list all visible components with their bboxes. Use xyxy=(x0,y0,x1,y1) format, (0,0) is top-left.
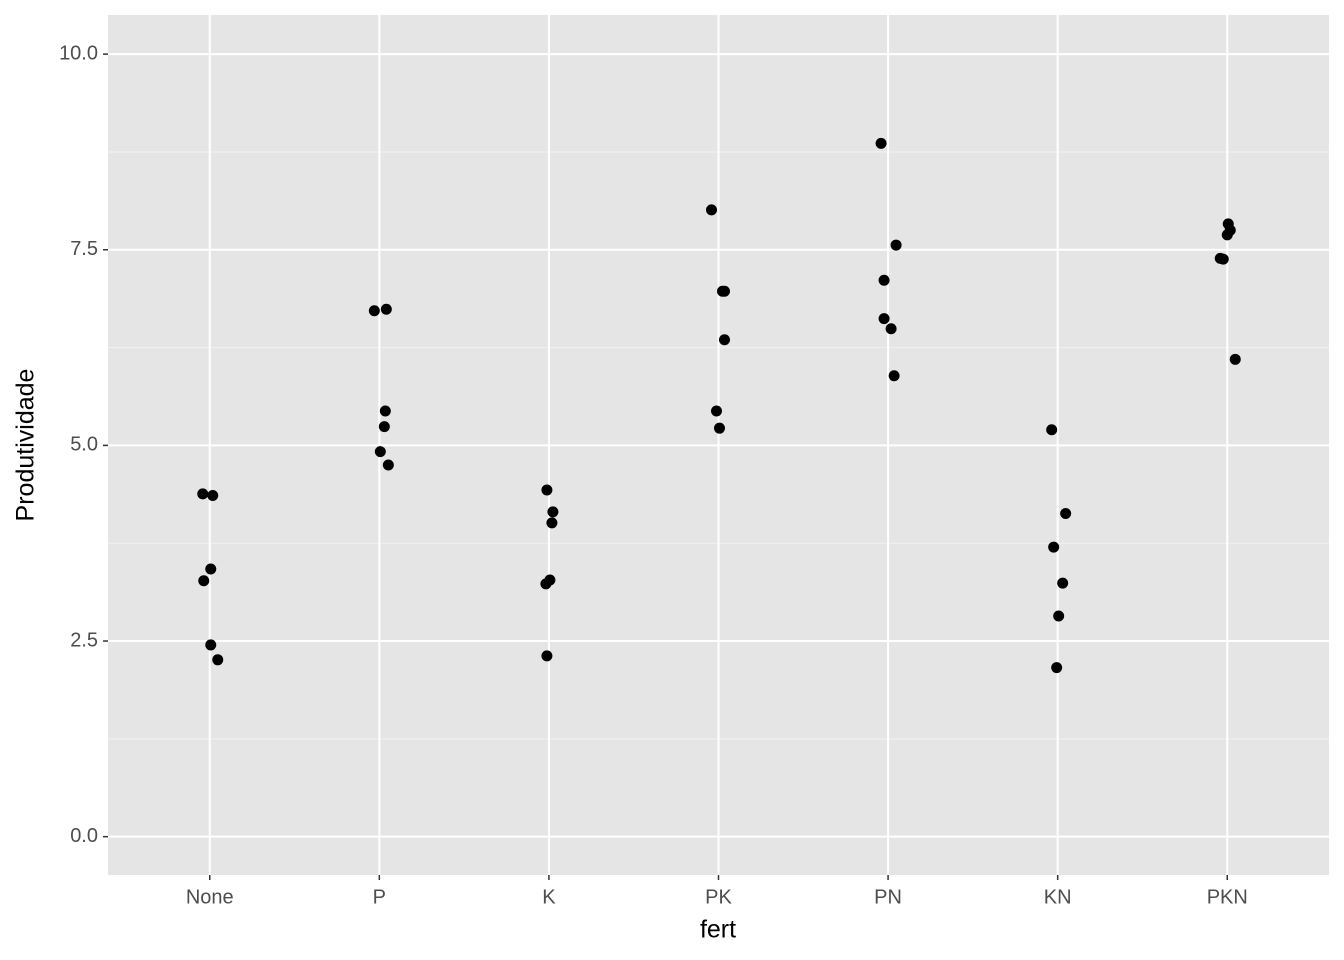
point xyxy=(706,204,717,216)
y-axis-title: Produtividade xyxy=(12,369,40,522)
point xyxy=(541,650,553,662)
y-tick-label: 7.5 xyxy=(70,238,98,260)
y-tick-label: 0.0 xyxy=(70,825,98,847)
point xyxy=(1217,253,1229,265)
grid xyxy=(108,15,1329,875)
point xyxy=(714,422,725,434)
point xyxy=(541,484,553,496)
point xyxy=(212,654,224,666)
point xyxy=(1046,424,1058,436)
x-tick-label: K xyxy=(542,886,556,908)
x-tick-label: P xyxy=(373,886,386,908)
y-tick-label: 10.0 xyxy=(59,42,98,64)
point xyxy=(205,563,217,575)
x-tick-label: PK xyxy=(705,886,732,908)
point xyxy=(540,578,552,590)
point xyxy=(1221,229,1233,241)
point xyxy=(1057,577,1069,589)
point xyxy=(890,239,902,251)
point xyxy=(382,459,394,471)
point xyxy=(875,137,887,149)
x-tick-label: None xyxy=(186,886,234,908)
x-axis-title: fert xyxy=(700,916,736,944)
point xyxy=(719,334,730,346)
x-tick-label: PN xyxy=(874,886,902,908)
point xyxy=(368,305,380,317)
point xyxy=(711,405,722,417)
point xyxy=(547,506,559,518)
point xyxy=(885,323,897,335)
point xyxy=(878,313,890,325)
point xyxy=(197,488,209,500)
point xyxy=(878,274,890,286)
point xyxy=(374,446,386,458)
point xyxy=(1229,353,1241,365)
y-tick-label: 2.5 xyxy=(70,629,98,651)
x-tick-label: PKN xyxy=(1207,886,1248,908)
point xyxy=(205,639,217,651)
point xyxy=(888,370,900,382)
point xyxy=(719,285,730,297)
point xyxy=(1053,610,1065,622)
point xyxy=(1060,507,1072,519)
point xyxy=(198,575,210,587)
point xyxy=(207,489,219,501)
point xyxy=(378,421,390,433)
point xyxy=(379,405,391,417)
point xyxy=(380,303,392,315)
y-tick-label: 5.0 xyxy=(70,434,98,456)
point xyxy=(1048,541,1060,553)
x-tick-label: KN xyxy=(1044,886,1072,908)
points xyxy=(197,137,1241,674)
point xyxy=(1051,662,1063,674)
point xyxy=(546,517,558,529)
